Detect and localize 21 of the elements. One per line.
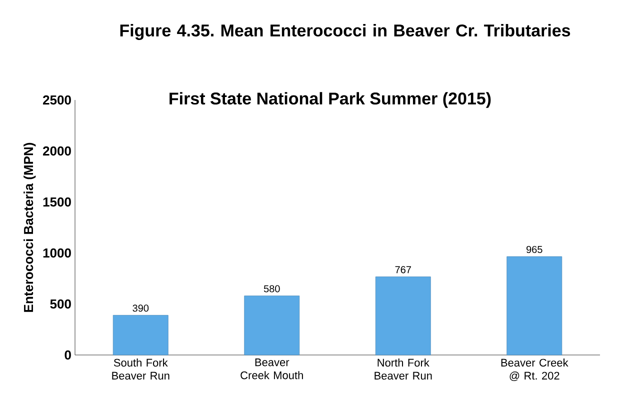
- y-tick-label: 500: [50, 299, 71, 309]
- data-label: 390: [132, 304, 149, 312]
- y-tick-label: 1000: [43, 248, 71, 258]
- x-tick-label: South Fork Beaver Run: [112, 358, 170, 380]
- y-tick-label: 0: [64, 350, 71, 360]
- bar: [375, 276, 431, 356]
- y-axis-title: Enterococci Bacteria (MPN): [24, 142, 36, 312]
- data-label: 580: [264, 285, 280, 292]
- y-tick-label: 2000: [43, 146, 71, 156]
- y-tick-label: 1500: [43, 197, 71, 207]
- bar: [112, 315, 168, 356]
- bar: [506, 256, 562, 356]
- x-tick-label: North Fork Beaver Run: [374, 358, 432, 380]
- bar: [244, 296, 300, 356]
- chart-subtitle: First State National Park Summer (2015): [170, 92, 491, 108]
- data-label: 965: [526, 246, 542, 254]
- y-tick-label: 2500: [43, 95, 71, 105]
- chart-title: Figure 4.35. Mean Enterococci in Beaver Cr. Tributaries: [120, 24, 570, 40]
- data-label: 767: [395, 266, 411, 274]
- x-tick-label: Beaver Creek @ Rt. 202: [501, 358, 568, 382]
- x-tick-label: Beaver Creek Mouth: [240, 358, 303, 380]
